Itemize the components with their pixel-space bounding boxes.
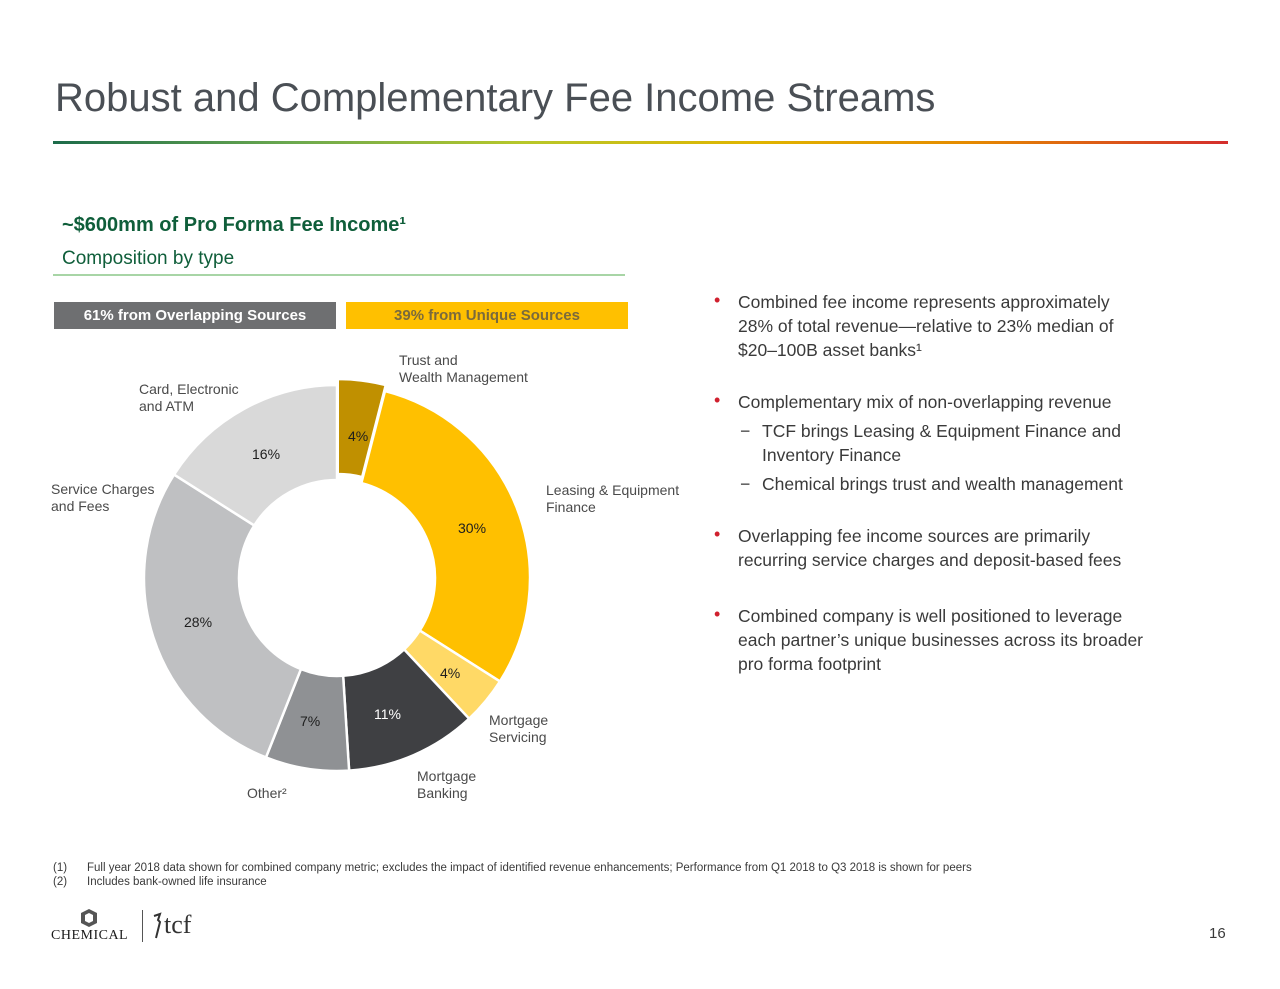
slice-category-label-line: Leasing & Equipment — [546, 482, 680, 498]
bullet-marker: • — [714, 290, 721, 310]
logo-divider — [142, 910, 143, 942]
slice-category-label-line: Servicing — [489, 729, 547, 745]
bullet-item: • Combined fee income represents approxi… — [714, 290, 1144, 362]
fee-income-donut-chart — [142, 377, 532, 773]
tcf-logo: tcf — [152, 910, 202, 942]
slice-value-label: 4% — [348, 428, 369, 444]
footnotes: (1) Full year 2018 data shown for combin… — [53, 861, 972, 889]
slice-category-label-line: Wealth Management — [399, 369, 528, 385]
bullet-text: Overlapping fee income sources are prima… — [738, 526, 1122, 570]
bullet-text: Combined fee income represents approxima… — [738, 292, 1114, 360]
title-rule — [53, 141, 1228, 144]
slice-category-label-line: and ATM — [139, 398, 194, 414]
donut-slice-card-electronic-and-atm — [172, 383, 339, 528]
footnote: (1) Full year 2018 data shown for combin… — [53, 861, 972, 875]
slice-category-label: Card, Electronic and ATM — [139, 381, 239, 415]
slice-value-label: 30% — [458, 520, 487, 536]
chemical-logo-icon — [81, 909, 97, 927]
bullet-item: • Combined company is well positioned to… — [714, 604, 1144, 676]
slice-category-label-line: Other² — [247, 785, 287, 801]
bullet-list: • Combined fee income represents approxi… — [714, 290, 1144, 676]
sub-bullet-text: Chemical brings trust and wealth managem… — [762, 474, 1123, 494]
bullet-marker: • — [714, 390, 721, 410]
slice-category-label-line: and Fees — [51, 498, 110, 514]
fee-income-heading: ~$600mm of Pro Forma Fee Income¹ — [62, 214, 407, 236]
footnote-text: Full year 2018 data shown for combined c… — [87, 862, 972, 874]
slice-value-label: 7% — [300, 713, 321, 729]
chemical-logo: CHEMICAL — [51, 907, 131, 945]
sub-bullet-item: − Chemical brings trust and wealth manag… — [714, 472, 1144, 496]
page-number: 16 — [1209, 925, 1226, 942]
slice-category-label: Service Charges and Fees — [51, 481, 155, 515]
slice-category-label: Other² — [247, 785, 287, 802]
slice-category-label-line: Trust and — [399, 352, 458, 368]
slice-category-label-line: Mortgage — [489, 712, 549, 728]
slice-category-label-line: Mortgage — [417, 768, 477, 784]
bullet-item: • Complementary mix of non-overlapping r… — [714, 390, 1144, 414]
slice-category-label-line: Finance — [546, 499, 596, 515]
sub-bullet-item: − TCF brings Leasing & Equipment Finance… — [714, 419, 1144, 467]
sub-bullet-marker: − — [740, 421, 751, 441]
slice-value-label: 28% — [184, 614, 213, 630]
bullet-marker: • — [714, 604, 721, 624]
footnote-number: (2) — [53, 876, 68, 888]
slice-category-label-line: Card, Electronic — [139, 381, 239, 397]
slice-value-label: 4% — [440, 665, 461, 681]
donut-slice-leasing-equipment-finance — [359, 389, 532, 684]
overlapping-sources-band: 61% from Overlapping Sources — [54, 302, 336, 329]
unique-sources-band: 39% from Unique Sources — [346, 302, 628, 329]
sub-bullet-marker: − — [740, 474, 751, 494]
bullet-text: Complementary mix of non-overlapping rev… — [738, 392, 1112, 412]
slice-category-label-line: Service Charges — [51, 481, 155, 497]
footnote-text: Includes bank-owned life insurance — [87, 876, 267, 888]
slice-category-label: Trust and Wealth Management — [399, 352, 528, 386]
tcf-logo-text: tcf — [164, 910, 192, 939]
slice-value-label: 16% — [252, 446, 281, 462]
footnote: (2) Includes bank-owned life insurance — [53, 875, 972, 889]
sub-bullet-text: TCF brings Leasing & Equipment Finance a… — [762, 421, 1121, 465]
slice-value-label: 11% — [374, 706, 401, 722]
subheading-rule — [53, 274, 625, 276]
composition-subheading: Composition by type — [62, 248, 235, 269]
bullet-marker: • — [714, 524, 721, 544]
slice-category-label: Mortgage Servicing — [489, 712, 548, 746]
slice-category-label-line: Banking — [417, 785, 468, 801]
donut-slice-service-charges-and-fees — [142, 472, 303, 760]
chemical-logo-text: CHEMICAL — [51, 928, 129, 943]
slide-title: Robust and Complementary Fee Income Stre… — [55, 76, 936, 120]
footnote-number: (1) — [53, 862, 68, 874]
tcf-logo-icon — [153, 912, 162, 939]
bullet-text: Combined company is well positioned to l… — [738, 606, 1144, 674]
slice-category-label: Leasing & Equipment Finance — [546, 482, 679, 516]
bullet-item: • Overlapping fee income sources are pri… — [714, 524, 1144, 572]
slice-category-label: Mortgage Banking — [417, 768, 476, 802]
